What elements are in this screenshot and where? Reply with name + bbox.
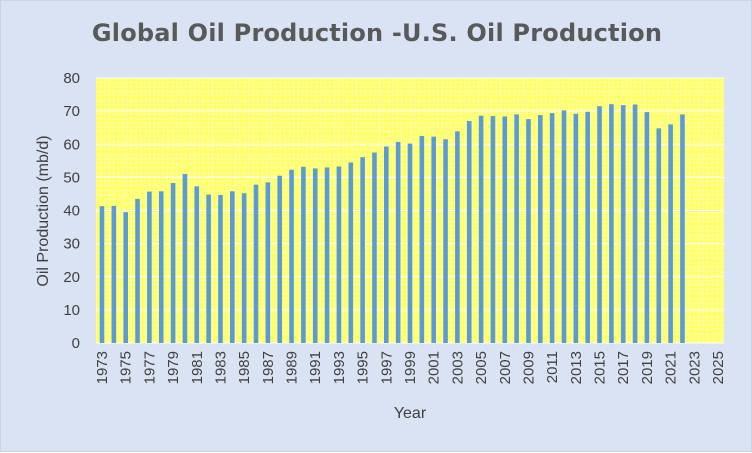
bar	[277, 175, 282, 343]
bar	[431, 136, 436, 343]
bar	[324, 167, 330, 343]
y-tick-label: 10	[63, 302, 80, 319]
bar	[348, 162, 354, 343]
bar	[526, 119, 531, 343]
y-tick-label: 40	[63, 203, 80, 220]
x-tick-label: 2003	[449, 351, 466, 384]
bar	[597, 106, 602, 343]
y-tick-labels: 0 10 20 30 40 50 60 70 80	[63, 70, 80, 352]
bar	[644, 112, 650, 344]
x-tick-label: 1991	[307, 351, 324, 384]
x-tick-label: 2007	[497, 351, 514, 384]
x-tick-label: 2021	[663, 351, 680, 384]
y-tick-label: 50	[63, 169, 80, 186]
x-tick-label: 2005	[473, 351, 490, 384]
bars	[99, 104, 685, 344]
bar	[218, 194, 223, 343]
bar	[478, 115, 484, 343]
x-tick-label: 2009	[520, 351, 537, 384]
bar	[170, 183, 176, 343]
x-tick-label: 2013	[568, 351, 585, 384]
x-tick-label: 1987	[260, 351, 277, 384]
bar	[158, 191, 164, 343]
bar	[111, 205, 117, 343]
y-tick-label: 60	[63, 136, 80, 153]
x-axis-title: Year	[394, 405, 427, 422]
x-tick-label: 1985	[236, 351, 253, 384]
x-tick-label: 1975	[118, 351, 135, 384]
x-tick-label: 2023	[686, 351, 703, 384]
y-tick-label: 80	[63, 70, 80, 87]
y-tick-label: 70	[63, 103, 80, 120]
bar	[99, 206, 105, 343]
bar	[301, 166, 306, 343]
bar	[194, 186, 200, 343]
bar	[620, 105, 626, 343]
bar	[538, 115, 543, 343]
bar	[289, 169, 294, 343]
bar	[514, 114, 519, 343]
bar	[372, 152, 377, 343]
bar	[312, 168, 318, 343]
x-tick-label: 1983	[212, 351, 229, 384]
bar	[182, 174, 188, 343]
x-tick-label: 1995	[355, 351, 372, 384]
x-tick-label: 2001	[426, 351, 443, 384]
bar	[360, 157, 365, 343]
bar	[668, 124, 673, 343]
x-tick-label: 1981	[189, 351, 206, 384]
x-tick-label: 1989	[284, 351, 301, 384]
bar	[241, 193, 247, 343]
x-tick-label: 2015	[592, 351, 609, 384]
bar	[466, 121, 472, 343]
bar	[549, 113, 555, 343]
chart-title: Global Oil Production -U.S. Oil Producti…	[91, 19, 663, 47]
bar	[561, 110, 567, 344]
x-tick-label: 1999	[402, 351, 419, 384]
bar	[680, 114, 685, 343]
bar	[656, 128, 662, 343]
bar	[455, 131, 460, 343]
bar	[395, 141, 401, 343]
x-tick-label: 1997	[378, 351, 395, 384]
bar	[573, 113, 579, 344]
bar	[443, 139, 448, 343]
bar	[407, 143, 413, 343]
y-tick-label: 30	[63, 236, 80, 253]
bar	[585, 111, 590, 343]
x-tick-label: 2011	[544, 351, 561, 383]
bar	[609, 104, 614, 343]
bar	[502, 116, 508, 343]
bar	[253, 184, 259, 343]
x-tick-label: 1979	[165, 351, 182, 384]
x-tick-label: 2025	[710, 351, 727, 384]
x-tick-label: 1993	[331, 351, 348, 384]
bar	[632, 104, 638, 343]
bar	[135, 198, 140, 343]
bar	[230, 191, 235, 343]
bar	[419, 135, 425, 343]
x-tick-labels: 1973 1975 1977 1979 1981 1983 1985 1987 1989 1991…	[94, 351, 727, 384]
bar	[265, 182, 271, 343]
x-tick-label: 1977	[141, 351, 158, 384]
y-axis-title: Oil Production (mb/d)	[35, 135, 52, 286]
bar	[147, 191, 152, 343]
bar	[384, 146, 389, 343]
y-tick-label: 0	[72, 335, 80, 352]
x-tick-label: 1973	[94, 351, 111, 384]
x-tick-label: 2017	[615, 351, 632, 384]
x-tick-label: 2019	[639, 351, 656, 384]
bar	[490, 116, 496, 343]
bar	[336, 166, 342, 343]
bar	[123, 212, 128, 343]
bar	[206, 194, 211, 343]
y-tick-label: 20	[63, 269, 80, 286]
